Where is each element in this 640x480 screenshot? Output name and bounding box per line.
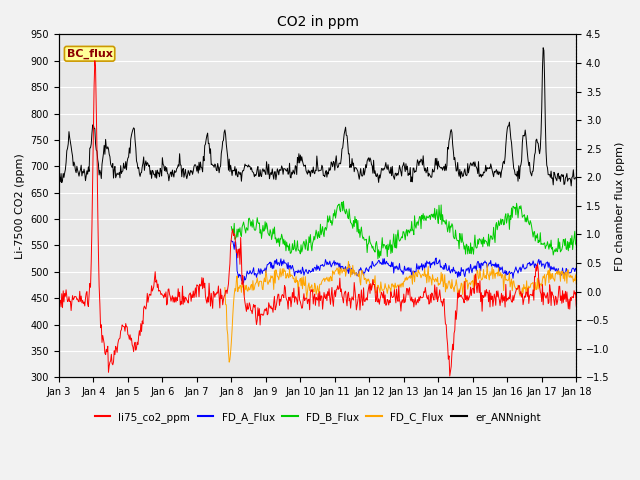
Legend: li75_co2_ppm, FD_A_Flux, FD_B_Flux, FD_C_Flux, er_ANNnight: li75_co2_ppm, FD_A_Flux, FD_B_Flux, FD_C… [90, 408, 545, 427]
Title: CO2 in ppm: CO2 in ppm [276, 15, 358, 29]
Y-axis label: FD chamber flux (ppm): FD chamber flux (ppm) [615, 141, 625, 271]
Text: BC_flux: BC_flux [67, 48, 113, 59]
Y-axis label: Li-7500 CO2 (ppm): Li-7500 CO2 (ppm) [15, 153, 25, 259]
